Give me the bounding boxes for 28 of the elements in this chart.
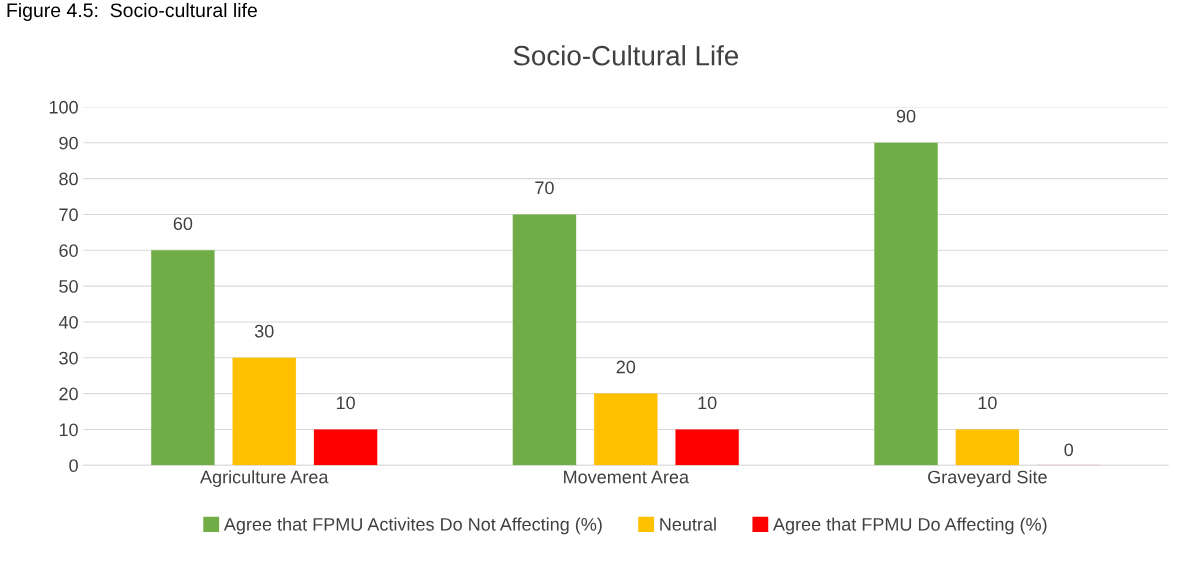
legend-label: Agree that FPMU Do Affecting (%): [773, 517, 1047, 535]
legend-label: Neutral: [660, 517, 716, 531]
y-tick-label: 60: [59, 244, 78, 257]
data-label: 60: [173, 217, 193, 231]
data-label: 10: [698, 396, 717, 410]
y-tick-label: 30: [59, 351, 78, 365]
data-label: 10: [336, 396, 355, 410]
x-tick-label: Graveyard Site: [928, 470, 1047, 487]
y-tick-label: 80: [59, 172, 78, 186]
y-tick-label: 50: [59, 280, 78, 293]
y-tick-label: 10: [59, 423, 78, 437]
data-label: 70: [535, 181, 554, 195]
data-label: 10: [978, 396, 997, 410]
x-tick-label: Agriculture Area: [200, 470, 329, 487]
caption: Figure 4.5: Socio-cultural life: [7, 2, 257, 22]
y-tick-label: 40: [58, 315, 78, 329]
x-tick-label: Movement Area: [564, 470, 690, 484]
y-tick-label: 0: [69, 459, 78, 473]
data-label: 30: [254, 324, 274, 338]
data-label: 0: [1064, 443, 1074, 457]
data-label: 20: [616, 360, 636, 374]
y-tick-label: 90: [59, 136, 78, 150]
legend-label: Agree that FPMU Activites Do Not Affecting (%): [223, 517, 602, 535]
y-tick-label: 100: [49, 100, 78, 114]
y-tick-label: 20: [59, 387, 78, 401]
data-label: 90: [896, 109, 916, 123]
y-tick-label: 70: [59, 208, 78, 222]
chart-title: Socio-Cultural Life: [513, 45, 739, 66]
